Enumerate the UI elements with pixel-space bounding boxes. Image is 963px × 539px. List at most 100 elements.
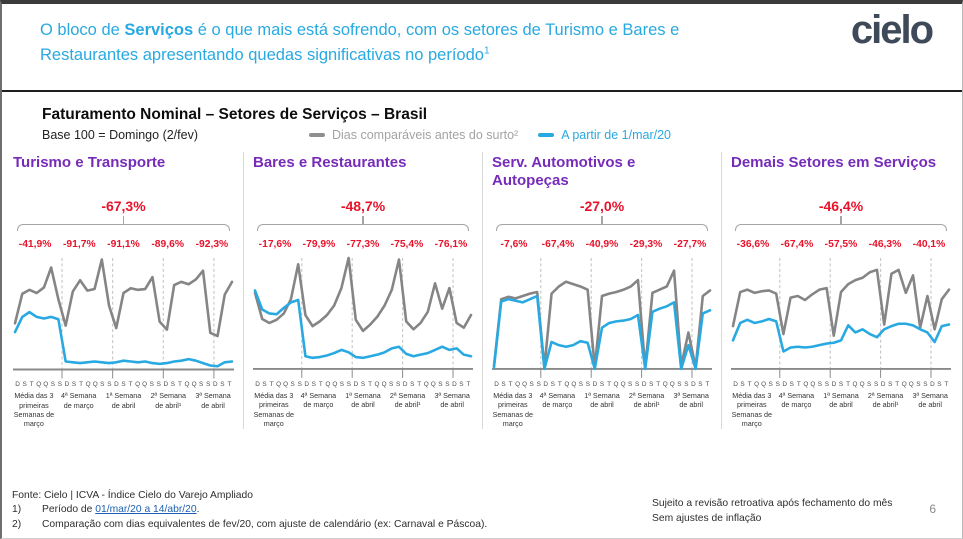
day-label: S xyxy=(635,380,640,388)
day-label: S xyxy=(578,380,584,388)
day-label: S xyxy=(550,380,555,388)
week-change-value: -76,1% xyxy=(434,239,468,250)
week-label: Média das 3 primeiras Semanas de março xyxy=(253,390,294,428)
week-change-row: -17,6% -79,9% -77,3% -75,4% -76,1% xyxy=(253,239,473,250)
week-label: 3ª Semana de abril xyxy=(912,390,948,410)
day-label: S xyxy=(817,380,823,388)
day-label: T xyxy=(557,380,562,388)
base-label: Base 100 = Domingo (2/fev) xyxy=(42,128,198,142)
footnote-2-text: Comparação com dias equivalentes de fev/… xyxy=(42,518,488,530)
headline-footnote-marker: 1 xyxy=(483,45,490,57)
day-label: D xyxy=(930,380,935,388)
day-label: Q xyxy=(85,381,91,389)
week-change-value: -92,3% xyxy=(195,239,229,250)
week-change-value: -40,1% xyxy=(912,239,946,250)
charts-row: Turismo e Transporte -67,3% -41,9% -91,7% -9… xyxy=(4,152,960,429)
day-label: Q xyxy=(184,381,190,389)
day-label: S xyxy=(698,380,703,388)
day-label: S xyxy=(684,380,689,388)
footnote-2: 2) Comparação com dias equivalentes de f… xyxy=(12,518,487,532)
day-label: Q xyxy=(803,380,809,388)
day-label: S xyxy=(768,380,773,388)
day-label: T xyxy=(466,380,471,388)
day-label: S xyxy=(585,380,591,388)
week-change-value: -75,4% xyxy=(390,239,424,250)
day-label: D xyxy=(494,380,499,388)
day-label: S xyxy=(262,380,267,388)
day-label: D xyxy=(163,381,169,389)
page-number: 6 xyxy=(929,502,936,516)
day-label: S xyxy=(923,380,928,388)
week-change-row: -41,9% -91,7% -91,1% -89,6% -92,3% xyxy=(13,239,234,250)
day-label: S xyxy=(775,380,780,388)
week-label: 1ª Semana de abril xyxy=(345,390,381,410)
chart-panel-4: Demais Setores em Serviços -46,4% -36,6% -6… xyxy=(721,152,960,429)
footnote-1-prefix: Período de xyxy=(42,504,96,516)
chart-panel-1: Turismo e Transporte -67,3% -41,9% -91,7% -9… xyxy=(4,152,243,429)
week-change-value: -27,7% xyxy=(673,239,707,250)
day-label: Q xyxy=(852,380,858,388)
week-label: 4ª Semana de março xyxy=(300,390,337,410)
bracket-shape xyxy=(257,216,469,231)
week-label: 3ª Semana de abril xyxy=(434,390,470,410)
day-label: T xyxy=(128,381,133,389)
total-change-value: -46,4% xyxy=(818,198,864,214)
day-label: D xyxy=(782,380,788,388)
day-label: S xyxy=(888,380,893,388)
day-label: Q xyxy=(620,380,626,388)
day-label: D xyxy=(212,381,218,389)
chart-panel-2: Bares e Restaurantes -48,7% -17,6% -79,9% -7… xyxy=(243,152,482,429)
week-axis-labels: Média das 3 primeiras Semanas de março 4ª… xyxy=(731,391,951,428)
day-label: S xyxy=(290,380,295,388)
day-label: D xyxy=(114,381,119,389)
week-change-value: -40,9% xyxy=(585,239,619,250)
period-link[interactable]: 01/mar/20 a 14/abr/20 xyxy=(95,504,197,516)
day-label: S xyxy=(459,380,464,388)
week-label: Média das 3 primeiras Semanas de março xyxy=(731,390,772,428)
source-line: Fonte: Cielo | ICVA - Índice Cielo do Va… xyxy=(12,489,253,501)
day-label: T xyxy=(656,380,661,388)
day-label: Q xyxy=(283,380,289,388)
week-change-value: -17,6% xyxy=(258,239,292,250)
disclaimer-line-2: Sem ajustes de inflação xyxy=(652,512,762,524)
week-change-row: -7,6% -67,4% -40,9% -29,3% -27,7% xyxy=(492,239,712,250)
headline-bold-word: Serviços xyxy=(124,21,194,39)
day-label: Q xyxy=(515,380,521,388)
day-label: D xyxy=(304,380,310,388)
day-label: Q xyxy=(613,380,619,388)
week-label: 2ª Semana de abril¹ xyxy=(150,391,186,410)
day-label: S xyxy=(339,380,345,388)
day-label: Q xyxy=(754,380,760,388)
day-label: Q xyxy=(92,381,98,389)
legend-label-after-march: A partir de 1/mar/20 xyxy=(561,128,671,142)
day-label: S xyxy=(57,381,63,389)
day-label: Q xyxy=(142,381,148,389)
chart-title: Turismo e Transporte xyxy=(13,154,166,171)
day-label: D xyxy=(353,380,359,388)
bracket-shape xyxy=(735,216,947,231)
week-label: 1ª Semana de abril xyxy=(823,390,859,410)
footer-disclaimer: Sujeito a revisão retroativa após fecham… xyxy=(652,497,892,526)
day-label: Q xyxy=(36,381,42,389)
day-label: D xyxy=(543,380,549,388)
day-label: S xyxy=(346,380,352,388)
day-label: S xyxy=(536,380,541,388)
day-label: S xyxy=(220,381,225,389)
day-label: Q xyxy=(522,380,528,388)
day-label: T xyxy=(705,380,710,388)
day-label: S xyxy=(156,381,161,389)
day-label: Q xyxy=(191,381,197,389)
line-chart-3 xyxy=(492,257,712,378)
day-label: S xyxy=(627,380,633,388)
week-change-value: -29,3% xyxy=(629,239,663,250)
day-label: S xyxy=(71,381,77,389)
line-chart-2 xyxy=(253,256,473,378)
page-title: Faturamento Nominal – Setores de Serviço… xyxy=(42,106,428,123)
week-change-row: -36,6% -67,4% -57,5% -46,3% -40,1% xyxy=(731,239,951,250)
week-change-value: -91,1% xyxy=(107,239,140,250)
day-label: S xyxy=(50,381,55,389)
day-label: T xyxy=(895,380,900,388)
footnote-2-number: 2) xyxy=(12,518,22,530)
day-label: Q xyxy=(571,380,577,388)
